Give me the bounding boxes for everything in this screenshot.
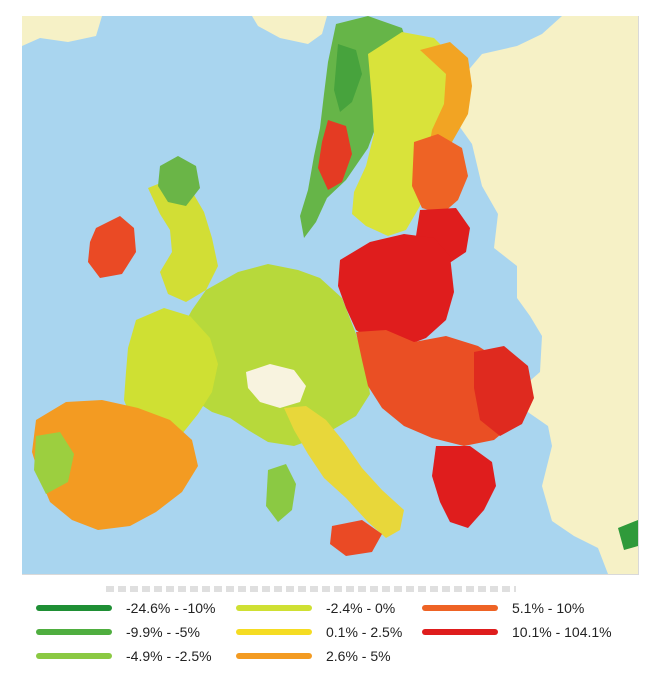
legend-item-7: 5.1% - 10% <box>422 598 584 618</box>
legend-swatch-5 <box>236 629 312 635</box>
italy <box>284 406 404 538</box>
legend-label-7: 5.1% - 10% <box>512 600 585 616</box>
ireland <box>88 216 136 278</box>
legend-item-1: -24.6% - -10% <box>36 598 215 618</box>
legend-label-5: 0.1% - 2.5% <box>326 624 403 640</box>
legend-swatch-6 <box>236 653 312 659</box>
sicily <box>330 520 382 556</box>
legend-item-4: -2.4% - 0% <box>236 598 395 618</box>
baltic-north <box>412 134 468 214</box>
scotland <box>158 156 200 206</box>
norway-south-red <box>318 120 352 190</box>
legend-header-strip <box>106 586 516 592</box>
legend-swatch-1 <box>36 605 112 611</box>
iberia <box>32 400 198 530</box>
europe-map-svg <box>22 16 638 574</box>
cyprus <box>618 520 638 550</box>
legend-label-6: 2.6% - 5% <box>326 648 391 664</box>
legend-item-3: -4.9% - -2.5% <box>36 646 212 666</box>
eastern-land-mass <box>452 16 638 574</box>
legend-swatch-3 <box>36 653 112 659</box>
legend-label-1: -24.6% - -10% <box>126 600 216 616</box>
legend-swatch-2 <box>36 629 112 635</box>
romania <box>474 346 534 436</box>
finland-east <box>420 42 472 166</box>
sweden-finland-central <box>352 32 456 236</box>
legend-label-4: -2.4% - 0% <box>326 600 396 616</box>
map-legend: -24.6% - -10% -9.9% - -5% -4.9% - -2.5% … <box>36 586 636 676</box>
france <box>124 308 218 440</box>
legend-item-5: 0.1% - 2.5% <box>236 622 402 642</box>
northern-land-mass <box>22 16 102 46</box>
legend-item-6: 2.6% - 5% <box>236 646 391 666</box>
legend-swatch-4 <box>236 605 312 611</box>
legend-swatch-8 <box>422 629 498 635</box>
sardinia <box>266 464 296 522</box>
legend-swatch-7 <box>422 605 498 611</box>
northern-isles <box>252 16 327 44</box>
legend-label-2: -9.9% - -5% <box>126 624 200 640</box>
poland <box>338 234 454 348</box>
legend-label-8: 10.1% - 104.1% <box>512 624 612 640</box>
great-britain <box>148 180 218 302</box>
portugal <box>34 432 74 494</box>
greece <box>432 446 496 528</box>
switzerland <box>246 364 306 408</box>
legend-label-3: -4.9% - -2.5% <box>126 648 212 664</box>
central-europe <box>174 264 370 446</box>
legend-item-8: 10.1% - 104.1% <box>422 622 612 642</box>
choropleth-map <box>22 16 639 575</box>
legend-item-2: -9.9% - -5% <box>36 622 200 642</box>
norway-north-green <box>334 44 362 112</box>
